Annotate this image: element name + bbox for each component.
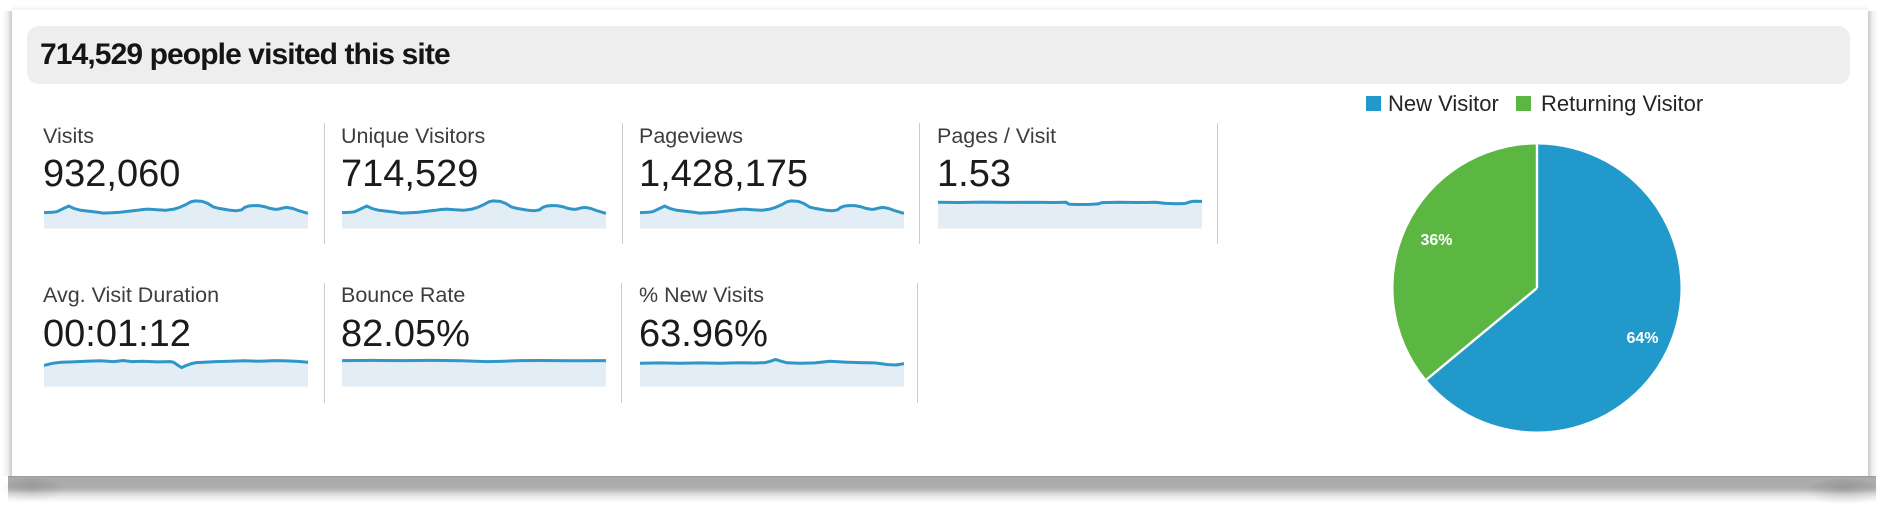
- svg-text:64%: 64%: [1626, 330, 1658, 347]
- svg-text:36%: 36%: [1420, 232, 1452, 249]
